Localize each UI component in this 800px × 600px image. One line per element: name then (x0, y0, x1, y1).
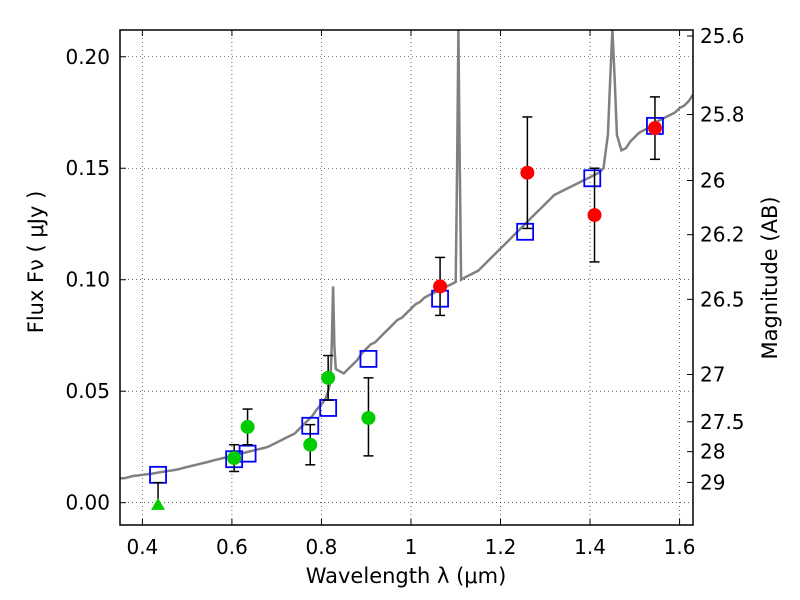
observed-flux-point (647, 121, 662, 136)
x-tick-label: 1.4 (574, 535, 606, 559)
right-tick-label: 26 (700, 169, 725, 193)
model-flux-square (583, 169, 602, 188)
right-tick-label: 27.5 (700, 410, 745, 434)
observed-flux-point (303, 437, 318, 452)
x-tick-label: 0.6 (216, 535, 248, 559)
x-tick-label: 0.8 (306, 535, 338, 559)
axes: 0.4 0.6 0.8 1 1.2 1.4 1.6 0.00 0.05 0.10 0.15 0.20 2… (65, 24, 744, 559)
observed-flux-point (321, 370, 336, 385)
right-tick-label: 25.8 (700, 103, 745, 127)
y-tick-label: 0.10 (65, 268, 110, 292)
observed-flux-point (587, 208, 602, 223)
model-flux-square (359, 349, 378, 368)
model-flux-square (516, 222, 535, 241)
observed-flux-point (227, 451, 242, 466)
y-tick-label: 0.00 (65, 491, 110, 515)
right-tick-label: 26.2 (700, 223, 745, 247)
x-tick-label: 1.6 (664, 535, 696, 559)
y-tick-label: 0.05 (65, 379, 110, 403)
gridlines (120, 30, 693, 525)
x-axis-label: Wavelength λ (μm) (306, 564, 507, 588)
x-tick-label: 0.4 (126, 535, 158, 559)
y-axis-right-label: Magnitude (AB) (758, 196, 782, 359)
plot-frame (119, 29, 694, 526)
y-tick-label: 0.15 (65, 156, 110, 180)
x-tick-label: 1 (405, 535, 418, 559)
right-tick-label: 29 (700, 470, 725, 494)
right-tick-label: 27 (700, 362, 725, 386)
y-tick-label: 0.20 (65, 45, 110, 69)
model-flux-square (238, 444, 257, 463)
upper-limit-triangle (151, 497, 166, 510)
y-axis-label: Flux Fν ( μJy ) (24, 191, 48, 334)
right-tick-label: 25.6 (700, 24, 745, 48)
observed-flux-point (520, 165, 535, 180)
observed-flux-point (433, 279, 448, 294)
right-tick-label: 26.5 (700, 287, 745, 311)
data-marks (120, 30, 693, 510)
observed-flux-point (361, 410, 376, 425)
right-tick-label: 28 (700, 440, 725, 464)
observed-flux-point (240, 419, 255, 434)
x-tick-label: 1.2 (485, 535, 517, 559)
